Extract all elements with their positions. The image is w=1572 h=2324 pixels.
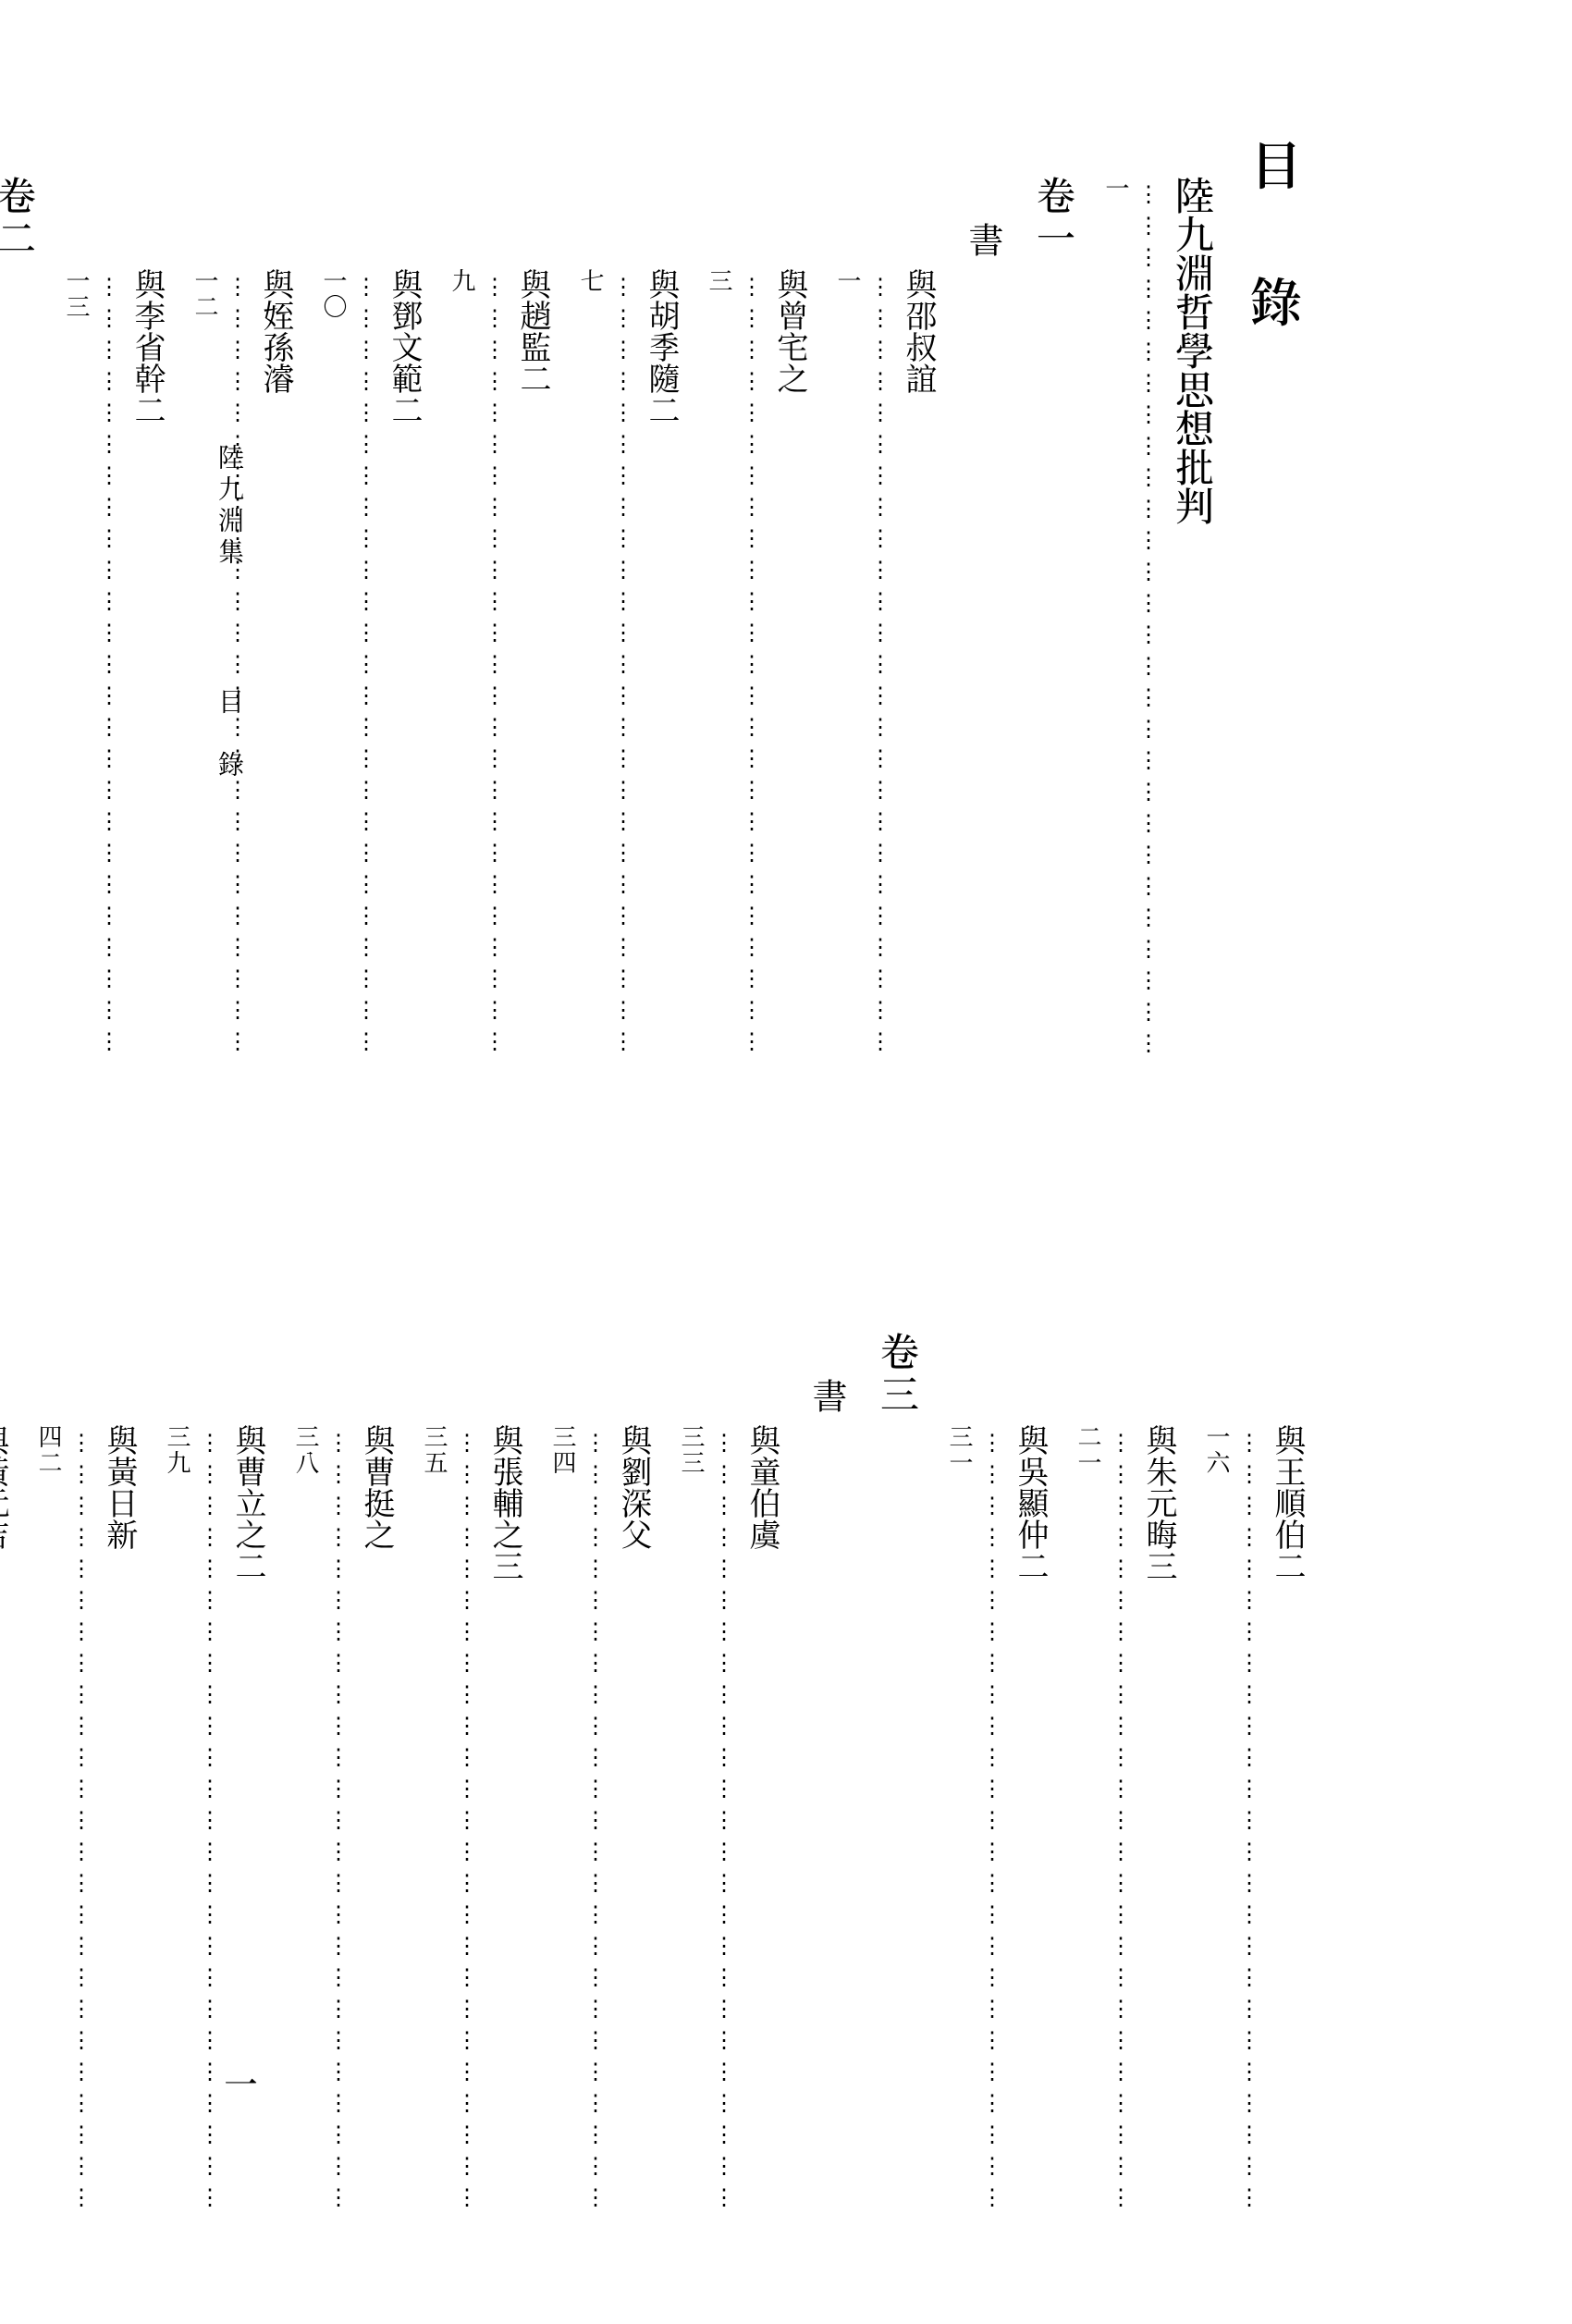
leader-dots: ⋮⋮⋮⋮⋮⋮⋮⋮⋮⋮⋮⋮⋮⋮⋮⋮⋮⋮⋮⋮⋮⋮⋮⋮⋮⋮⋮⋮⋮⋮⋮⋮ — [481, 268, 513, 1054]
leader-dots: ⋮⋮⋮⋮⋮⋮⋮⋮⋮⋮⋮⋮⋮⋮⋮⋮⋮⋮⋮⋮⋮⋮⋮⋮⋮⋮⋮⋮⋮⋮⋮⋮ — [95, 268, 128, 1054]
entry-page: 三 — [704, 268, 738, 1054]
entry-text: 與趙監二 — [513, 268, 559, 1054]
folio-number: 一 — [217, 2067, 264, 2100]
entry-text: 與胡季隨二 — [642, 268, 687, 1054]
toc-entry: 與曾宅之 ⋮⋮⋮⋮⋮⋮⋮⋮⋮⋮⋮⋮⋮⋮⋮⋮⋮⋮⋮⋮⋮⋮⋮⋮⋮⋮⋮⋮⋮⋮⋮⋮ 三 — [704, 139, 816, 1054]
section-head-3: 卷三 — [872, 1295, 927, 2210]
toc-entry: 與王順伯二 ⋮⋮⋮⋮⋮⋮⋮⋮⋮⋮⋮⋮⋮⋮⋮⋮⋮⋮⋮⋮⋮⋮⋮⋮⋮⋮⋮⋮⋮⋮⋮⋮ 一… — [1201, 1295, 1313, 2210]
leader-dots: ⋮⋮⋮⋮⋮⋮⋮⋮⋮⋮⋮⋮⋮⋮⋮⋮⋮⋮⋮⋮⋮⋮⋮⋮⋮⋮⋮⋮⋮⋮⋮⋮ — [609, 268, 642, 1054]
entry-page: 一〇 — [318, 268, 352, 1054]
entry-page: 三五 — [419, 1424, 453, 2210]
entry-text: 與曹挺之 — [357, 1424, 402, 2210]
toc-entry: 與劉深父 ⋮⋮⋮⋮⋮⋮⋮⋮⋮⋮⋮⋮⋮⋮⋮⋮⋮⋮⋮⋮⋮⋮⋮⋮⋮⋮⋮⋮⋮⋮⋮⋮ 三四 — [547, 1295, 659, 2210]
leader-dots: ⋮⋮⋮⋮⋮⋮⋮⋮⋮⋮⋮⋮⋮⋮⋮⋮⋮⋮⋮⋮⋮⋮⋮⋮⋮⋮⋮⋮⋮⋮⋮⋮ — [738, 268, 770, 1054]
section-head-1: 卷一 — [1028, 139, 1084, 1054]
section-sub-1: 書 — [961, 139, 1012, 1054]
entry-text: 與姪孫濬 — [256, 268, 301, 1054]
leader-dots: ⋮⋮⋮⋮⋮⋮⋮⋮⋮⋮⋮⋮⋮⋮⋮⋮⋮⋮⋮⋮⋮⋮⋮⋮⋮⋮⋮⋮⋮⋮⋮⋮ — [68, 1424, 100, 2210]
entry-page: 三三 — [676, 1424, 710, 2210]
entry-page: 一六 — [1201, 1424, 1235, 2210]
entry-page: 二一 — [1073, 1424, 1107, 2210]
entry-page: 七 — [575, 268, 609, 1054]
toc-entry: 與黃日新 ⋮⋮⋮⋮⋮⋮⋮⋮⋮⋮⋮⋮⋮⋮⋮⋮⋮⋮⋮⋮⋮⋮⋮⋮⋮⋮⋮⋮⋮⋮⋮⋮ 四二 — [33, 1295, 145, 2210]
entry-page: 四二 — [33, 1424, 68, 2210]
leader-dots: ⋮⋮⋮⋮⋮⋮⋮⋮⋮⋮⋮⋮⋮⋮⋮⋮⋮⋮⋮⋮⋮⋮⋮⋮⋮⋮⋮⋮⋮⋮⋮⋮ — [352, 268, 385, 1054]
entry-text: 與李省幹二 — [128, 268, 173, 1054]
toc-entry: 與李省幹二 ⋮⋮⋮⋮⋮⋮⋮⋮⋮⋮⋮⋮⋮⋮⋮⋮⋮⋮⋮⋮⋮⋮⋮⋮⋮⋮⋮⋮⋮⋮⋮⋮ 一… — [61, 139, 173, 1054]
section-sub-3: 書 — [804, 1295, 855, 2210]
entry-page: 三八 — [290, 1424, 325, 2210]
intro-text: 陸九淵哲學思想批判 — [1167, 176, 1222, 1054]
entry-text: 與王順伯二 — [1268, 1424, 1313, 2210]
toc-entry: 與黃元吉 ⋮⋮⋮⋮⋮⋮⋮⋮⋮⋮⋮⋮⋮⋮⋮⋮⋮⋮⋮⋮⋮⋮⋮⋮⋮⋮⋮⋮⋮⋮⋮⋮ 四三 — [0, 1295, 17, 2210]
leader-dots: ⋮⋮⋮⋮⋮⋮⋮⋮⋮⋮⋮⋮⋮⋮⋮⋮⋮⋮⋮⋮⋮⋮⋮⋮⋮⋮⋮⋮⋮⋮⋮⋮ — [582, 1424, 614, 2210]
toc-entry: 與吳顯仲二 ⋮⋮⋮⋮⋮⋮⋮⋮⋮⋮⋮⋮⋮⋮⋮⋮⋮⋮⋮⋮⋮⋮⋮⋮⋮⋮⋮⋮⋮⋮⋮⋮ 三… — [944, 1295, 1056, 2210]
leader-dots: ⋮⋮⋮⋮⋮⋮⋮⋮⋮⋮⋮⋮⋮⋮⋮⋮⋮⋮⋮⋮⋮⋮⋮⋮⋮⋮⋮⋮⋮⋮⋮⋮ — [978, 1424, 1011, 2210]
toc-title: 目 錄 — [1239, 139, 1313, 1054]
section-head-2: 卷二 — [0, 139, 44, 1054]
leader-dots: ⋮⋮⋮⋮⋮⋮⋮⋮⋮⋮⋮⋮⋮⋮⋮⋮⋮⋮⋮⋮⋮⋮⋮⋮⋮⋮⋮⋮⋮⋮⋮⋮ — [325, 1424, 357, 2210]
running-head-a: 陸九淵集 — [213, 444, 250, 570]
entry-text: 與劉深父 — [614, 1424, 659, 2210]
entry-page: 三九 — [162, 1424, 196, 2210]
leader-dots: ⋮⋮⋮⋮⋮⋮⋮⋮⋮⋮⋮⋮⋮⋮⋮⋮⋮⋮⋮⋮⋮⋮⋮⋮⋮⋮⋮⋮⋮⋮⋮⋮ — [453, 1424, 485, 2210]
entry-text: 與黃日新 — [100, 1424, 145, 2210]
leader-dots: ⋮⋮⋮⋮⋮⋮⋮⋮⋮⋮⋮⋮⋮⋮⋮⋮⋮⋮⋮⋮⋮⋮⋮⋮⋮⋮⋮⋮⋮⋮⋮⋮ — [1135, 176, 1167, 1054]
entry-text: 與朱元晦三 — [1139, 1424, 1185, 2210]
toc-entry: 與趙監二 ⋮⋮⋮⋮⋮⋮⋮⋮⋮⋮⋮⋮⋮⋮⋮⋮⋮⋮⋮⋮⋮⋮⋮⋮⋮⋮⋮⋮⋮⋮⋮⋮ 九 — [447, 139, 559, 1054]
toc-entry: 與曹挺之 ⋮⋮⋮⋮⋮⋮⋮⋮⋮⋮⋮⋮⋮⋮⋮⋮⋮⋮⋮⋮⋮⋮⋮⋮⋮⋮⋮⋮⋮⋮⋮⋮ 三八 — [290, 1295, 402, 2210]
entry-page: 三四 — [547, 1424, 582, 2210]
toc-entry: 與胡季隨二 ⋮⋮⋮⋮⋮⋮⋮⋮⋮⋮⋮⋮⋮⋮⋮⋮⋮⋮⋮⋮⋮⋮⋮⋮⋮⋮⋮⋮⋮⋮⋮⋮ 七 — [575, 139, 687, 1054]
entry-text: 與童伯虞 — [743, 1424, 788, 2210]
entry-text: 與黃元吉 — [0, 1424, 17, 2210]
intro-page: 一 — [1100, 176, 1135, 1054]
entry-text: 與曾宅之 — [770, 268, 816, 1054]
leader-dots: ⋮⋮⋮⋮⋮⋮⋮⋮⋮⋮⋮⋮⋮⋮⋮⋮⋮⋮⋮⋮⋮⋮⋮⋮⋮⋮⋮⋮⋮⋮⋮⋮ — [866, 268, 899, 1054]
toc-entry: 與鄧文範二 ⋮⋮⋮⋮⋮⋮⋮⋮⋮⋮⋮⋮⋮⋮⋮⋮⋮⋮⋮⋮⋮⋮⋮⋮⋮⋮⋮⋮⋮⋮⋮⋮ 一… — [318, 139, 430, 1054]
leader-dots: ⋮⋮⋮⋮⋮⋮⋮⋮⋮⋮⋮⋮⋮⋮⋮⋮⋮⋮⋮⋮⋮⋮⋮⋮⋮⋮⋮⋮⋮⋮⋮⋮ — [1235, 1424, 1268, 2210]
toc-entry: 與邵叔誼 ⋮⋮⋮⋮⋮⋮⋮⋮⋮⋮⋮⋮⋮⋮⋮⋮⋮⋮⋮⋮⋮⋮⋮⋮⋮⋮⋮⋮⋮⋮⋮⋮ 一 — [832, 139, 944, 1054]
toc-entry: 與童伯虞 ⋮⋮⋮⋮⋮⋮⋮⋮⋮⋮⋮⋮⋮⋮⋮⋮⋮⋮⋮⋮⋮⋮⋮⋮⋮⋮⋮⋮⋮⋮⋮⋮ 三三 — [676, 1295, 788, 2210]
toc-entry: 與朱元晦三 ⋮⋮⋮⋮⋮⋮⋮⋮⋮⋮⋮⋮⋮⋮⋮⋮⋮⋮⋮⋮⋮⋮⋮⋮⋮⋮⋮⋮⋮⋮⋮⋮ 二… — [1073, 1295, 1185, 2210]
entry-text: 與鄧文範二 — [385, 268, 430, 1054]
leader-dots: ⋮⋮⋮⋮⋮⋮⋮⋮⋮⋮⋮⋮⋮⋮⋮⋮⋮⋮⋮⋮⋮⋮⋮⋮⋮⋮⋮⋮⋮⋮⋮⋮ — [1107, 1424, 1139, 2210]
entry-text: 與吳顯仲二 — [1011, 1424, 1056, 2210]
running-head: 陸九淵集 目 錄 — [213, 444, 250, 782]
leader-dots: ⋮⋮⋮⋮⋮⋮⋮⋮⋮⋮⋮⋮⋮⋮⋮⋮⋮⋮⋮⋮⋮⋮⋮⋮⋮⋮⋮⋮⋮⋮⋮⋮ — [710, 1424, 743, 2210]
running-head-b: 目 錄 — [213, 688, 250, 782]
entry-text: 與邵叔誼 — [899, 268, 944, 1054]
entry-text: 與張輔之三 — [485, 1424, 531, 2210]
entry-page: 九 — [447, 268, 481, 1054]
entry-page: 一三 — [61, 268, 95, 1054]
intro-entry: 陸九淵哲學思想批判 ⋮⋮⋮⋮⋮⋮⋮⋮⋮⋮⋮⋮⋮⋮⋮⋮⋮⋮⋮⋮⋮⋮⋮⋮⋮⋮⋮⋮⋮⋮… — [1100, 139, 1222, 1054]
page-top: 目 錄 陸九淵哲學思想批判 ⋮⋮⋮⋮⋮⋮⋮⋮⋮⋮⋮⋮⋮⋮⋮⋮⋮⋮⋮⋮⋮⋮⋮⋮⋮⋮… — [185, 139, 1313, 1064]
entry-page: 一 — [832, 268, 866, 1054]
entry-page: 三一 — [944, 1424, 978, 2210]
toc-entry: 與張輔之三 ⋮⋮⋮⋮⋮⋮⋮⋮⋮⋮⋮⋮⋮⋮⋮⋮⋮⋮⋮⋮⋮⋮⋮⋮⋮⋮⋮⋮⋮⋮⋮⋮ 三… — [419, 1295, 531, 2210]
page-bottom: 與王順伯二 ⋮⋮⋮⋮⋮⋮⋮⋮⋮⋮⋮⋮⋮⋮⋮⋮⋮⋮⋮⋮⋮⋮⋮⋮⋮⋮⋮⋮⋮⋮⋮⋮ 一… — [185, 1295, 1313, 2219]
